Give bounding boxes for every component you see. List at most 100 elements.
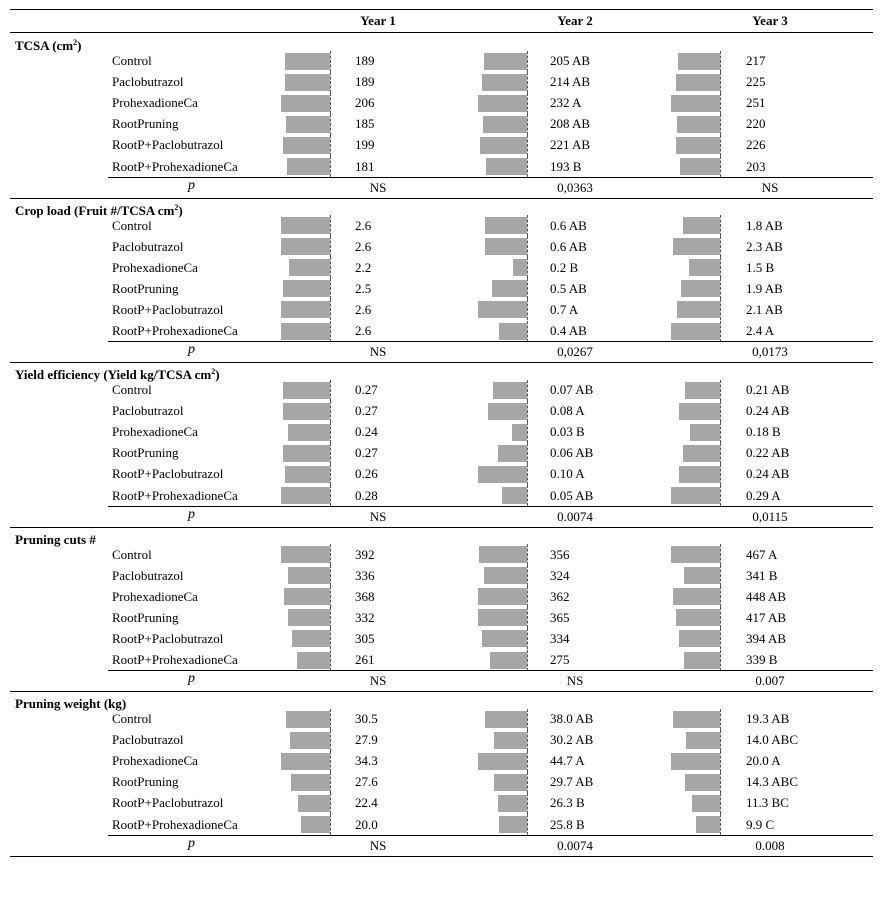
data-value: 44.7 A — [550, 753, 585, 769]
bar-axis — [330, 50, 331, 72]
data-value: 30.5 — [355, 711, 378, 726]
data-value: 0.4 AB — [550, 323, 587, 338]
p-value: 0,0363 — [557, 179, 593, 195]
bar-axis — [527, 215, 528, 236]
data-value: 20.0 A — [746, 753, 781, 769]
bar — [502, 487, 527, 504]
bar — [493, 381, 527, 399]
data-value: 362 — [550, 588, 570, 604]
data-value: 394 AB — [746, 630, 787, 646]
bar — [684, 651, 720, 669]
bar-axis — [330, 649, 331, 671]
bar — [292, 630, 330, 648]
bar-axis — [720, 320, 721, 342]
section-rule — [10, 362, 873, 363]
treatment-label: RootP+ProhexadioneCa — [112, 487, 238, 503]
treatment-label: RootP+ProhexadioneCa — [112, 323, 238, 338]
bar — [671, 487, 720, 504]
bar-axis — [330, 750, 331, 772]
treatment-label: Control — [112, 711, 152, 726]
bar — [683, 444, 720, 462]
bar — [486, 158, 527, 175]
data-value: 221 AB — [550, 137, 591, 153]
data-value: 0.24 AB — [746, 403, 790, 419]
bar-axis — [330, 565, 331, 587]
treatment-label: Control — [112, 217, 152, 233]
bar — [478, 752, 527, 770]
bar-axis — [330, 278, 331, 300]
bar-axis — [720, 485, 721, 506]
treatment-label: ProhexadioneCa — [112, 95, 198, 111]
treatment-label: RootP+Paclobutrazol — [112, 466, 224, 482]
data-value: 22.4 — [355, 795, 378, 811]
bar-axis — [527, 628, 528, 650]
data-value: 214 AB — [550, 74, 591, 90]
bar-axis — [720, 708, 721, 730]
bar-axis — [527, 421, 528, 443]
bar-axis — [720, 421, 721, 443]
p-value: 0.008 — [755, 837, 785, 853]
data-value: 226 — [746, 137, 766, 153]
bar-axis — [330, 814, 331, 835]
section-title-superscript: 2 — [174, 202, 179, 212]
section-title: Crop load (Fruit #/TCSA cm2) — [15, 203, 183, 219]
data-value: 0.2 B — [550, 259, 579, 275]
bar — [287, 158, 330, 175]
treatment-label: RootPruning — [112, 280, 179, 296]
bar — [683, 217, 720, 234]
bar — [488, 402, 527, 420]
section-title: Pruning cuts # — [15, 532, 96, 548]
treatment-label: RootP+Paclobutrazol — [112, 301, 224, 317]
data-value: 332 — [355, 609, 375, 625]
data-value: 2.2 — [355, 259, 372, 275]
data-value: 26.3 B — [550, 795, 585, 811]
data-value: 2.6 — [355, 301, 372, 317]
bar-axis — [330, 156, 331, 177]
data-value: 467 A — [746, 546, 778, 562]
bar — [478, 609, 527, 627]
bar — [677, 115, 720, 133]
bar-axis — [720, 565, 721, 587]
data-value: 334 — [550, 630, 570, 646]
bar-axis — [330, 134, 331, 156]
bar — [482, 73, 527, 91]
data-value: 232 A — [550, 95, 582, 111]
bar-axis — [330, 236, 331, 258]
treatment-label: Control — [112, 382, 152, 397]
bar-axis — [720, 544, 721, 565]
bar-axis — [720, 771, 721, 793]
data-value: 2.4 A — [746, 323, 775, 338]
bar — [289, 259, 330, 277]
bar-axis — [527, 236, 528, 258]
bar-axis — [330, 729, 331, 751]
treatment-label: Paclobutrazol — [112, 403, 184, 419]
bar — [678, 52, 720, 70]
bar-axis — [330, 379, 331, 401]
p-value-label: p — [188, 835, 195, 851]
data-value: 1.5 B — [746, 259, 775, 275]
bar-axis — [720, 299, 721, 321]
bar-axis — [527, 771, 528, 793]
treatment-label: ProhexadioneCa — [112, 259, 198, 275]
bar-axis — [527, 792, 528, 814]
treatment-label: Control — [112, 53, 152, 68]
treatment-label: RootP+Paclobutrazol — [112, 795, 224, 811]
bar-axis — [330, 628, 331, 650]
treatment-label: RootP+Paclobutrazol — [112, 137, 224, 153]
bar — [673, 588, 720, 606]
bar — [297, 651, 330, 669]
data-value: 181 — [355, 158, 375, 174]
data-value: 0.26 — [355, 466, 378, 482]
p-value: 0,0267 — [557, 344, 593, 359]
bar-axis — [527, 649, 528, 671]
data-value: 392 — [355, 546, 375, 562]
bar-axis — [330, 257, 331, 279]
bar-axis — [720, 586, 721, 608]
bar — [283, 136, 330, 154]
bar — [499, 322, 527, 340]
bar-axis — [527, 134, 528, 156]
data-value: 205 AB — [550, 53, 591, 68]
bar — [685, 381, 720, 399]
bar — [286, 115, 330, 133]
section-title-text: Pruning weight (kg) — [15, 696, 127, 711]
